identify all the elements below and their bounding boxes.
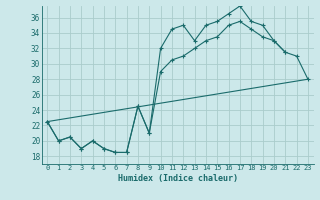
X-axis label: Humidex (Indice chaleur): Humidex (Indice chaleur) — [118, 174, 237, 183]
